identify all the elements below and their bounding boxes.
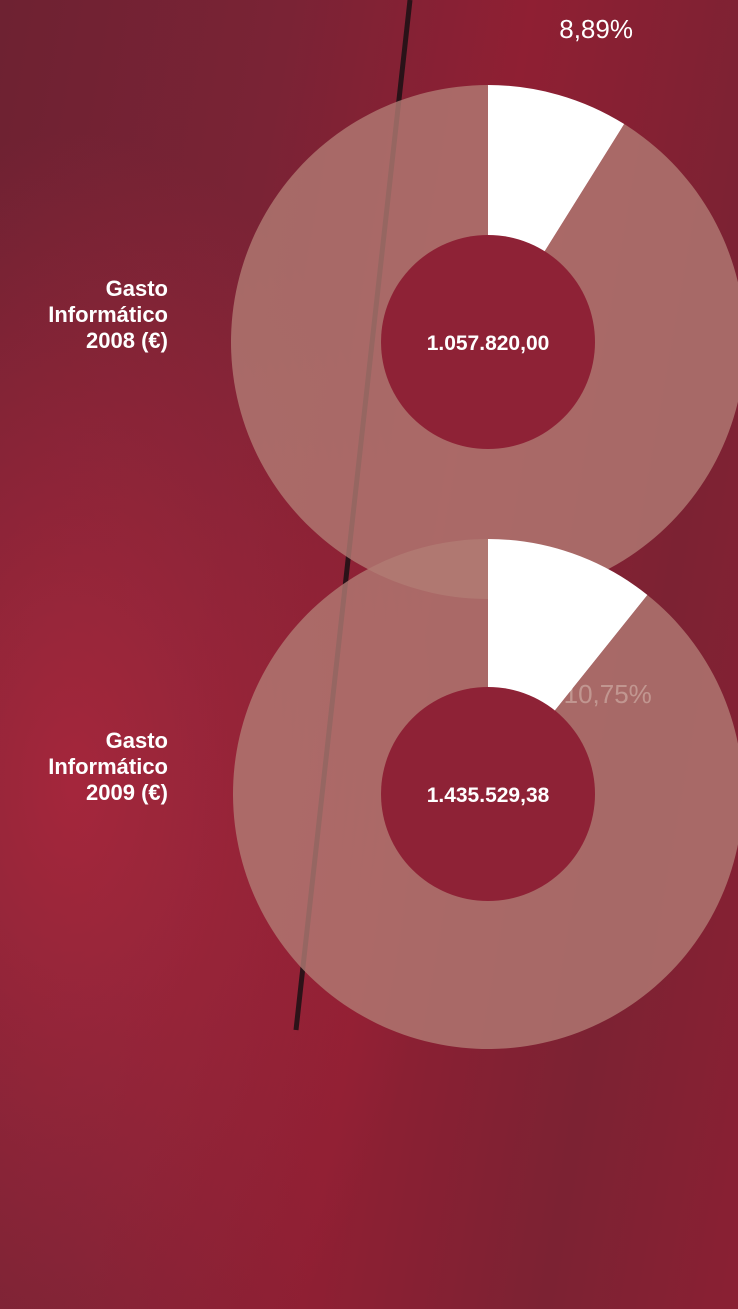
center-label: 1.057.820,00: [427, 332, 550, 355]
center-label: 1.435.529,38: [427, 784, 550, 807]
slice-label: 8,89%: [559, 14, 633, 44]
chart-title: Gasto Informático 2009 (€): [20, 728, 168, 806]
page: 8,89%1.057.820,0010,75%1.435.529,38 (() …: [0, 0, 738, 1309]
charts: 8,89%1.057.820,0010,75%1.435.529,38: [0, 0, 738, 1309]
chart-title: Gasto Informático 2008 (€): [20, 276, 168, 354]
